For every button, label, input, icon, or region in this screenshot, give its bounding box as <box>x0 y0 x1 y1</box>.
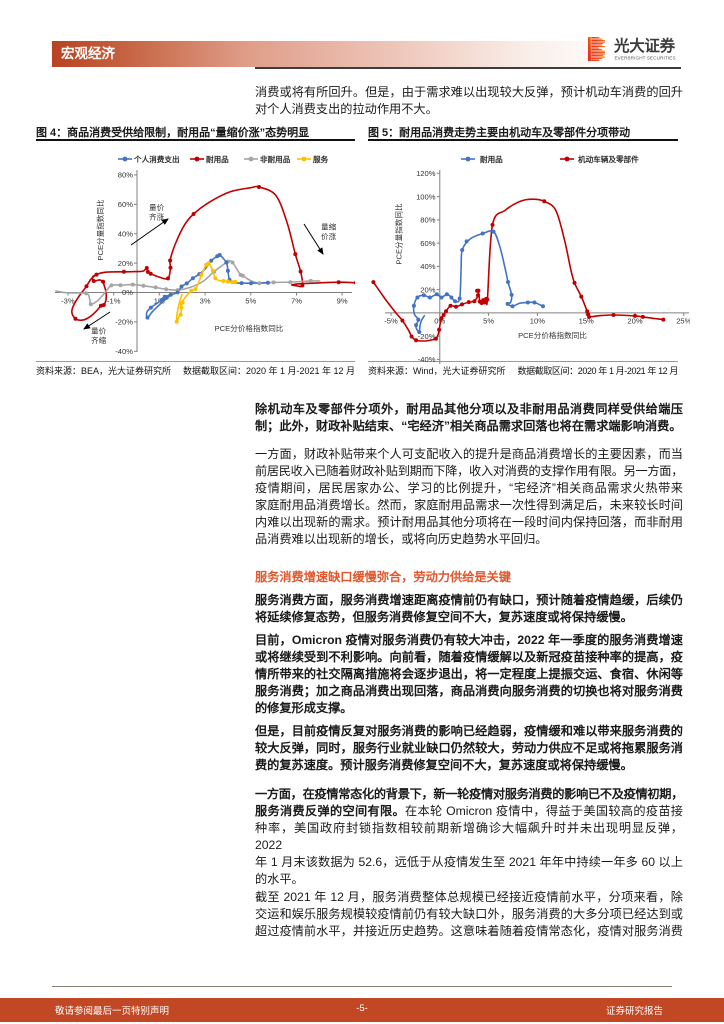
svg-text:40%: 40% <box>420 262 435 271</box>
svg-text:120%: 120% <box>416 169 436 178</box>
svg-text:80%: 80% <box>118 171 133 180</box>
svg-text:15%: 15% <box>579 317 594 326</box>
svg-text:耐用品: 耐用品 <box>480 154 503 164</box>
svg-text:5%: 5% <box>245 297 256 306</box>
svg-text:耐用品: 耐用品 <box>206 154 229 164</box>
svg-text:5%: 5% <box>483 317 494 326</box>
svg-text:-5%: -5% <box>384 317 398 326</box>
svg-text:10%: 10% <box>530 317 545 326</box>
svg-text:-20%: -20% <box>115 318 133 327</box>
svg-text:40%: 40% <box>118 229 133 238</box>
svg-text:机动车辆及零部件: 机动车辆及零部件 <box>578 154 639 164</box>
svg-text:服务: 服务 <box>313 154 329 164</box>
svg-text:80%: 80% <box>420 216 435 225</box>
svg-text:价涨: 价涨 <box>321 231 337 241</box>
svg-text:量价: 量价 <box>149 203 165 212</box>
svg-text:PCE分量指数同比: PCE分量指数同比 <box>394 203 404 265</box>
svg-text:7%: 7% <box>291 297 302 306</box>
svg-text:-40%: -40% <box>115 347 133 356</box>
svg-text:PCE分价格指数同比: PCE分价格指数同比 <box>215 323 284 333</box>
svg-text:齐缩: 齐缩 <box>91 335 107 345</box>
svg-text:0%: 0% <box>122 288 133 297</box>
svg-text:60%: 60% <box>118 200 133 209</box>
svg-text:-20%: -20% <box>418 332 436 341</box>
svg-text:PCE分价格指数同比: PCE分价格指数同比 <box>518 330 587 340</box>
svg-text:3%: 3% <box>200 297 211 306</box>
svg-text:20%: 20% <box>627 317 642 326</box>
svg-text:100%: 100% <box>416 192 436 201</box>
svg-text:9%: 9% <box>337 297 348 306</box>
svg-text:60%: 60% <box>420 239 435 248</box>
svg-text:25%: 25% <box>676 317 690 326</box>
svg-text:光大证券: 光大证券 <box>613 36 676 55</box>
svg-text:20%: 20% <box>118 259 133 268</box>
svg-text:20%: 20% <box>420 285 435 294</box>
svg-text:-1%: -1% <box>107 297 121 306</box>
svg-text:量价: 量价 <box>91 327 107 336</box>
svg-text:PCE分量指数同比: PCE分量指数同比 <box>95 199 105 261</box>
svg-text:-40%: -40% <box>418 355 436 364</box>
svg-text:EVERBRIGHT SECURITIES: EVERBRIGHT SECURITIES <box>615 56 676 61</box>
svg-text:量缩: 量缩 <box>321 222 337 232</box>
svg-text:齐涨: 齐涨 <box>149 212 165 222</box>
svg-text:-3%: -3% <box>61 297 75 306</box>
svg-text:个人消费支出: 个人消费支出 <box>133 154 180 164</box>
svg-text:非耐用品: 非耐用品 <box>260 154 291 164</box>
